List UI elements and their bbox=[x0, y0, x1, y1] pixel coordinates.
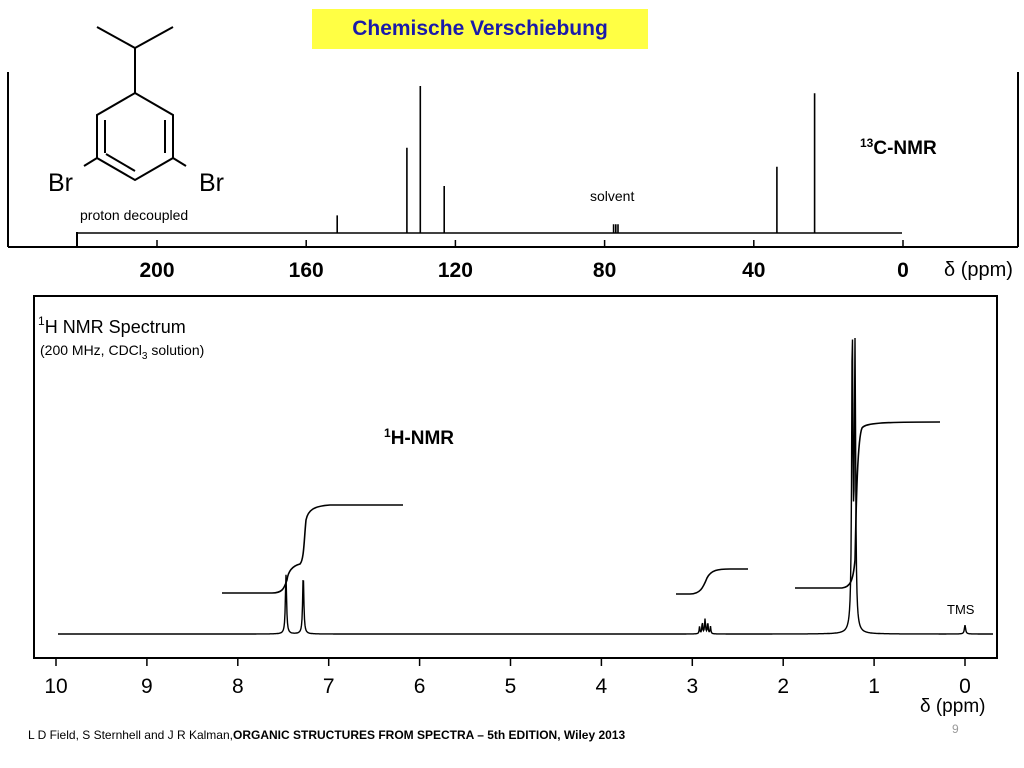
h1-x-axis-label: δ (ppm) bbox=[920, 696, 985, 717]
h1-tick-label: 0 bbox=[959, 675, 971, 698]
citation-work: ORGANIC STRUCTURES FROM SPECTRA – 5th ED… bbox=[232, 728, 626, 742]
h1-x-axis-ticks: 10 9 8 7 6 5 4 3 2 1 0 bbox=[44, 658, 971, 698]
c13-spectrum-panel: proton decoupled solvent 13C-NMR 200 160 1… bbox=[7, 72, 1019, 282]
page-number: 9 bbox=[952, 722, 959, 736]
c13-spectrum-trace bbox=[77, 86, 902, 234]
h1-tick-label: 5 bbox=[505, 675, 517, 698]
h1-tick-label: 2 bbox=[777, 675, 789, 698]
h1-tick-label: 3 bbox=[686, 675, 698, 698]
h1-tick-label: 10 bbox=[44, 675, 67, 698]
citation: L D Field, S Sternhell and J R Kalman,OR… bbox=[28, 728, 625, 742]
h1-tick-label: 4 bbox=[596, 675, 608, 698]
h1-integration-curve bbox=[222, 421, 941, 595]
molecule-structure bbox=[83, 26, 187, 182]
h1-plot-frame bbox=[33, 295, 998, 659]
h1-tms-annotation: TMS bbox=[947, 602, 975, 617]
c13-tick-label: 80 bbox=[593, 259, 616, 282]
h1-tick-label: 6 bbox=[414, 675, 426, 698]
h1-spectrum-trace bbox=[58, 337, 993, 635]
c13-solvent-annotation: solvent bbox=[590, 188, 634, 204]
bromine-label-left: Br bbox=[48, 169, 73, 197]
h1-spectrum-panel: 1H NMR Spectrum (200 MHz, CDCl3 solution… bbox=[33, 295, 998, 717]
c13-tick-label: 0 bbox=[897, 259, 909, 282]
c13-tick-label: 40 bbox=[742, 259, 765, 282]
c13-x-axis-label: δ (ppm) bbox=[944, 259, 1013, 281]
h1-tick-label: 1 bbox=[868, 675, 880, 698]
c13-tick-label: 200 bbox=[139, 259, 174, 282]
h1-conditions: (200 MHz, CDCl3 solution) bbox=[40, 342, 204, 362]
c13-subtitle: proton decoupled bbox=[80, 207, 188, 223]
c13-x-axis-ticks: 200 160 120 80 40 0 bbox=[139, 240, 909, 282]
slide-title: Chemische Verschiebung bbox=[312, 9, 648, 49]
h1-tick-label: 9 bbox=[141, 675, 153, 698]
h1-tick-label: 7 bbox=[323, 675, 335, 698]
h1-tick-label: 8 bbox=[232, 675, 244, 698]
bromine-label-right: Br bbox=[199, 169, 224, 197]
c13-tick-label: 160 bbox=[289, 259, 324, 282]
citation-authors: L D Field, S Sternhell and J R Kalman, bbox=[28, 728, 233, 742]
h1-label: 1H-NMR bbox=[384, 426, 454, 449]
h1-spectrum-title: 1H NMR Spectrum bbox=[38, 314, 186, 337]
c13-tick-label: 120 bbox=[438, 259, 473, 282]
c13-label: 13C-NMR bbox=[860, 136, 937, 159]
